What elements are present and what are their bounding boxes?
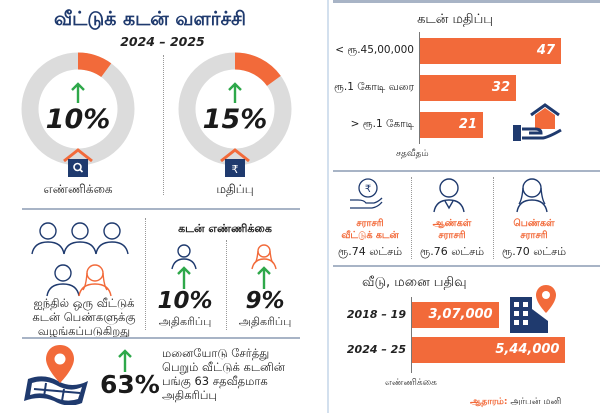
hand-rupee-icon: ₹ <box>348 176 384 212</box>
growth-value-caption: மதிப்பு <box>216 182 254 196</box>
up-arrow-icon <box>176 266 192 290</box>
divider <box>333 170 600 172</box>
female-loan-growth-value: 9% <box>245 288 285 314</box>
avg-loan-value: ரூ.74 லட்சம் <box>337 245 403 258</box>
divider <box>333 0 600 3</box>
bar: 3,07,000 <box>412 302 499 328</box>
chart-axis <box>411 297 412 373</box>
divider <box>411 177 412 259</box>
bar: 5,44,000 <box>412 337 566 363</box>
man-icon <box>63 222 97 255</box>
bar-value-label: 47 <box>536 43 555 58</box>
woman-icon <box>251 243 277 275</box>
bar-category-label: 2024 – 25 <box>346 343 406 356</box>
woman-icon <box>515 176 549 216</box>
male-loan-growth-label: அதிகரிப்பு <box>158 315 212 328</box>
plot-loan-share-value: 63% <box>100 370 160 399</box>
women-share-text: ஐந்தில் ஒரு வீட்டுக் கடன் பெண்களுக்கு வழ… <box>32 296 136 338</box>
bar-category-label: < ரூ.45,00,000 <box>335 44 414 56</box>
up-arrow-icon <box>117 349 133 373</box>
map-pin-icon <box>24 343 92 406</box>
bar-value-label: 3,07,000 <box>428 307 493 322</box>
registration-axis-label: எண்ணிக்கை <box>385 378 437 388</box>
divider <box>22 208 300 210</box>
people-icon-group <box>28 218 146 308</box>
loan-count-heading: கடன் எண்ணிக்கை <box>178 222 272 235</box>
avg-men-value: ரூ.76 லட்சம் <box>419 245 485 258</box>
bar-value-label: 32 <box>491 80 510 95</box>
growth-donut-count <box>19 50 137 168</box>
bar-category-label: > ரூ.1 கோடி <box>350 118 414 130</box>
up-arrow-icon <box>256 266 272 290</box>
male-loan-growth-value: 10% <box>157 288 213 314</box>
avg-men-caption: ஆண்கள் சராசரி <box>432 218 472 241</box>
house-rupee-icon: ₹ <box>219 148 251 178</box>
man-icon <box>171 243 197 275</box>
bar-category-label: 2018 – 19 <box>346 308 406 321</box>
bar: 21 <box>420 112 483 138</box>
donut-chart <box>178 52 292 166</box>
registration-chart-title: வீடு, மனை பதிவு <box>362 275 467 290</box>
plot-loan-share-text: மனையோடு சேர்த்து பெறும் வீட்டுக் கடனின் … <box>162 346 285 402</box>
up-arrow-icon <box>227 82 243 104</box>
hand-house-icon <box>513 103 563 143</box>
divider <box>493 177 494 259</box>
source-credit: ஆதாரம்: அர்பன் மனி <box>470 397 562 407</box>
woman-icon <box>78 264 112 297</box>
divider <box>163 55 164 195</box>
up-arrow-icon <box>70 82 86 104</box>
chart-axis <box>419 32 420 144</box>
growth-count-caption: எண்ணிக்கை <box>43 182 113 196</box>
loan-value-chart-title: கடன் மதிப்பு <box>417 12 493 27</box>
svg-text:₹: ₹ <box>232 163 239 176</box>
divider <box>22 337 300 339</box>
growth-value-value: 15% <box>202 104 268 135</box>
avg-loan-caption: சராசரி வீட்டுக் கடன் <box>341 218 399 241</box>
building-pin-icon <box>508 285 556 335</box>
donut-arc <box>178 52 292 166</box>
year-range: 2024 – 2025 <box>120 34 205 49</box>
divider <box>226 240 227 330</box>
donut-arc <box>21 52 135 166</box>
avg-women-value: ரூ.70 லட்சம் <box>501 245 567 258</box>
man-icon <box>31 222 65 255</box>
page-title: வீட்டுக் கடன் வளர்ச்சி <box>53 8 246 30</box>
bar-value-label: 21 <box>458 117 477 132</box>
svg-text:₹: ₹ <box>365 184 371 195</box>
growth-donut-value <box>176 50 294 168</box>
bar-value-label: 5,44,000 <box>495 342 560 357</box>
divider <box>333 265 600 267</box>
loan-value-axis-label: சதவீதம் <box>396 149 429 159</box>
man-icon <box>46 264 80 297</box>
donut-chart <box>21 52 135 166</box>
growth-count-value: 10% <box>45 104 111 135</box>
divider <box>145 218 146 330</box>
house-search-icon <box>62 148 94 178</box>
avg-women-caption: பெண்கள் சராசரி <box>513 218 555 241</box>
right-panel <box>327 0 600 413</box>
bar-category-label: ரூ.1 கோடி வரை <box>334 81 414 93</box>
man-icon <box>95 222 129 255</box>
man-icon <box>432 176 466 216</box>
bar: 47 <box>420 38 561 64</box>
bar: 32 <box>420 75 516 101</box>
female-loan-growth-label: அதிகரிப்பு <box>238 315 292 328</box>
